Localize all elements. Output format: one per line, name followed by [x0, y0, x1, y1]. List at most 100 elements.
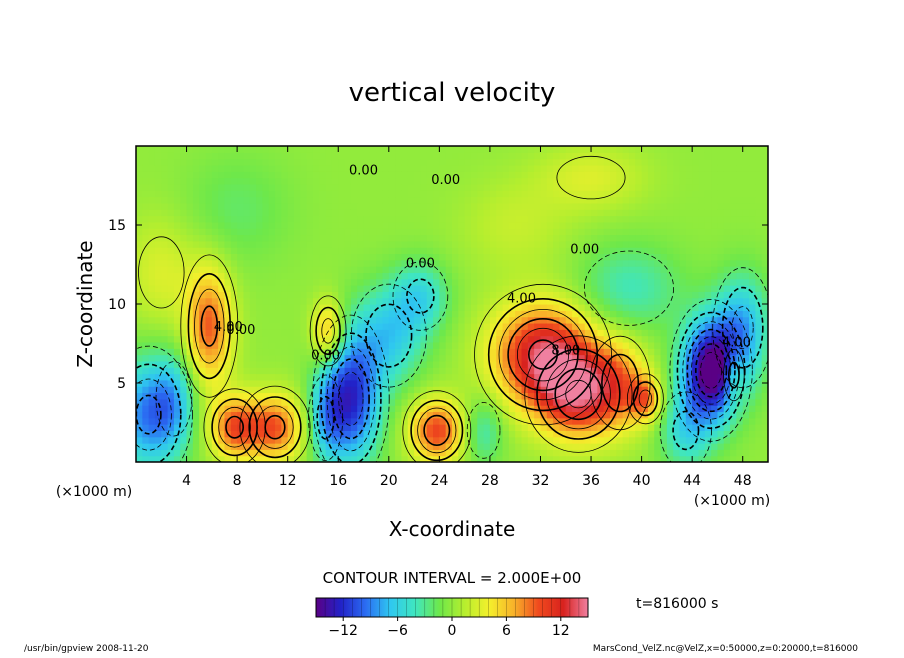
heatmap-cell	[344, 291, 352, 299]
heatmap-cell	[496, 398, 504, 406]
heatmap-cell	[660, 272, 668, 280]
heatmap-cell	[515, 152, 523, 160]
heatmap-cell	[167, 449, 175, 457]
heatmap-cell	[312, 443, 320, 450]
heatmap-cell	[610, 373, 617, 381]
heatmap-cell	[211, 285, 219, 292]
heatmap-cell	[142, 209, 150, 217]
heatmap-cell	[483, 177, 491, 185]
heatmap-cell	[692, 190, 700, 198]
heatmap-cell	[142, 329, 150, 337]
heatmap-cell	[761, 228, 768, 236]
heatmap-cell	[572, 202, 579, 210]
heatmap-cell	[199, 240, 207, 248]
heatmap-cell	[584, 228, 592, 236]
heatmap-cell	[426, 158, 434, 166]
heatmap-cell	[654, 354, 662, 362]
heatmap-cell	[603, 392, 611, 400]
heatmap-cell	[742, 335, 750, 343]
heatmap-cell	[692, 278, 700, 286]
heatmap-cell	[521, 285, 529, 292]
heatmap-cell	[647, 436, 655, 444]
heatmap-cell	[515, 360, 523, 368]
heatmap-cell	[508, 240, 516, 248]
heatmap-cell	[306, 297, 314, 305]
heatmap-cell	[483, 316, 491, 324]
heatmap-cell	[224, 272, 232, 280]
heatmap-cell	[230, 341, 238, 349]
heatmap-cell	[205, 202, 213, 210]
heatmap-cell	[388, 285, 396, 292]
heatmap-cell	[591, 449, 598, 457]
heatmap-cell	[673, 190, 681, 198]
heatmap-cell	[312, 234, 320, 242]
heatmap-cell	[685, 360, 693, 368]
heatmap-cell	[470, 373, 478, 381]
heatmap-cell	[136, 322, 143, 330]
heatmap-cell	[692, 424, 700, 431]
heatmap-cell	[401, 215, 409, 223]
heatmap-cell	[300, 196, 308, 204]
heatmap-cell	[622, 278, 630, 286]
heatmap-cell	[698, 253, 706, 261]
heatmap-cell	[647, 430, 655, 438]
heatmap-cell	[704, 411, 712, 419]
heatmap-cell	[508, 196, 516, 204]
heatmap-cell	[572, 190, 579, 198]
heatmap-cell	[534, 158, 542, 166]
heatmap-cell	[546, 266, 554, 273]
heatmap-cell	[350, 392, 358, 400]
heatmap-cell	[167, 348, 175, 356]
heatmap-cell	[275, 443, 282, 450]
heatmap-cell	[186, 335, 194, 343]
heatmap-cell	[350, 360, 358, 368]
heatmap-cell	[559, 215, 567, 223]
heatmap-cell	[338, 335, 346, 343]
heatmap-cell	[262, 348, 270, 356]
heatmap-cell	[401, 209, 409, 217]
heatmap-cell	[711, 171, 719, 179]
heatmap-cell	[256, 266, 263, 273]
heatmap-cell	[249, 183, 257, 191]
heatmap-cell	[647, 146, 655, 153]
heatmap-cell	[275, 209, 282, 217]
heatmap-cell	[755, 291, 763, 299]
heatmap-cell	[584, 436, 592, 444]
heatmap-cell	[654, 278, 662, 286]
heatmap-cell	[161, 291, 169, 299]
heatmap-cell	[572, 373, 579, 381]
heatmap-cell	[363, 417, 371, 425]
heatmap-cell	[730, 373, 737, 381]
heatmap-cell	[483, 354, 491, 362]
heatmap-cell	[464, 379, 472, 387]
heatmap-cell	[565, 392, 573, 400]
heatmap-cell	[660, 354, 668, 362]
heatmap-cell	[654, 146, 662, 153]
heatmap-cell	[211, 146, 219, 153]
heatmap-cell	[338, 329, 346, 337]
heatmap-cell	[685, 221, 693, 229]
heatmap-cell	[154, 455, 162, 462]
heatmap-cell	[363, 424, 371, 431]
heatmap-cell	[344, 266, 352, 273]
heatmap-cell	[262, 146, 270, 153]
heatmap-cell	[704, 417, 712, 425]
heatmap-cell	[439, 177, 447, 185]
heatmap-cell	[445, 360, 453, 368]
heatmap-cell	[414, 379, 421, 387]
heatmap-cell	[477, 285, 485, 292]
heatmap-cell	[357, 247, 365, 255]
heatmap-cell	[679, 424, 687, 431]
heatmap-cell	[654, 405, 662, 413]
heatmap-cell	[395, 405, 403, 413]
heatmap-cell	[742, 341, 750, 349]
heatmap-cell	[445, 285, 453, 292]
heatmap-cell	[401, 190, 409, 198]
heatmap-cell	[464, 190, 472, 198]
heatmap-cell	[515, 240, 523, 248]
heatmap-cell	[148, 335, 156, 343]
heatmap-cell	[470, 329, 478, 337]
heatmap-cell	[173, 234, 181, 242]
heatmap-cell	[515, 228, 523, 236]
heatmap-cell	[180, 304, 188, 311]
